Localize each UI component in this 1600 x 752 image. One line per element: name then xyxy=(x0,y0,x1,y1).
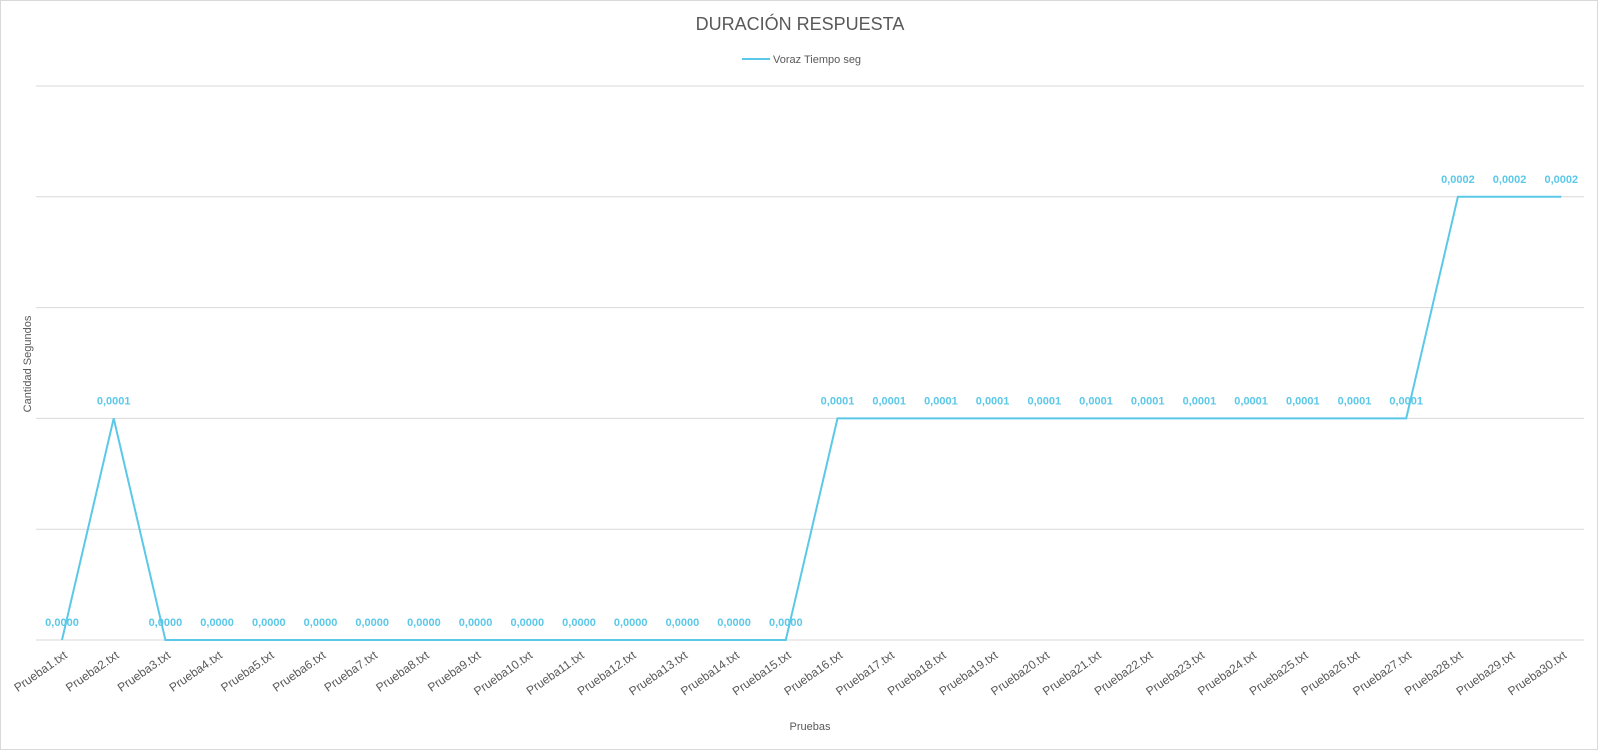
data-label: 0,0002 xyxy=(1493,174,1527,186)
legend: Voraz Tiempo seg xyxy=(742,54,861,66)
data-label: 0,0000 xyxy=(200,617,234,629)
data-label: 0,0000 xyxy=(355,617,389,629)
x-axis-title: Pruebas xyxy=(790,721,831,733)
data-label: 0,0000 xyxy=(304,617,338,629)
data-label: 0,0000 xyxy=(614,617,648,629)
x-tick-label: Prueba2.txt xyxy=(63,648,122,695)
data-label: 0,0000 xyxy=(459,617,493,629)
x-tick-label: Prueba8.txt xyxy=(373,648,432,695)
data-label: 0,0001 xyxy=(1027,395,1061,407)
data-label: 0,0001 xyxy=(872,395,906,407)
data-label: 0,0000 xyxy=(510,617,544,629)
x-tick-label: Prueba30.txt xyxy=(1505,648,1569,699)
x-tick-label: Prueba5.txt xyxy=(218,648,277,695)
data-label: 0,0001 xyxy=(1338,395,1372,407)
data-label: 0,0000 xyxy=(769,617,803,629)
data-label: 0,0000 xyxy=(562,617,596,629)
data-label: 0,0001 xyxy=(1183,395,1217,407)
data-label: 0,0001 xyxy=(976,395,1010,407)
data-label: 0,0000 xyxy=(407,617,441,629)
x-tick-label: Prueba1.txt xyxy=(11,648,70,695)
data-label: 0,0001 xyxy=(1286,395,1320,407)
legend-label: Voraz Tiempo seg xyxy=(773,54,861,66)
data-label: 0,0000 xyxy=(252,617,286,629)
data-label: 0,0000 xyxy=(717,617,751,629)
data-label: 0,0001 xyxy=(1389,395,1423,407)
data-label: 0,0001 xyxy=(1234,395,1268,407)
data-label: 0,0001 xyxy=(97,395,131,407)
data-label: 0,0000 xyxy=(149,617,183,629)
series-line xyxy=(61,195,1562,641)
x-tick-label: Prueba6.txt xyxy=(270,648,329,695)
data-label: 0,0001 xyxy=(1131,395,1165,407)
x-tick-label: Prueba7.txt xyxy=(322,648,381,695)
data-label: 0,0002 xyxy=(1441,174,1475,186)
data-label: 0,0000 xyxy=(45,617,79,629)
x-tick-label: Prueba3.txt xyxy=(115,648,174,695)
data-label: 0,0001 xyxy=(821,395,855,407)
x-tick-label: Prueba4.txt xyxy=(167,648,226,695)
data-label: 0,0002 xyxy=(1544,174,1578,186)
y-axis-title: Cantidad Segundos xyxy=(22,315,34,412)
chart-title: DURACIÓN RESPUESTA xyxy=(696,13,905,34)
data-label: 0,0001 xyxy=(1079,395,1113,407)
data-label: 0,0000 xyxy=(666,617,700,629)
data-label: 0,0001 xyxy=(924,395,958,407)
